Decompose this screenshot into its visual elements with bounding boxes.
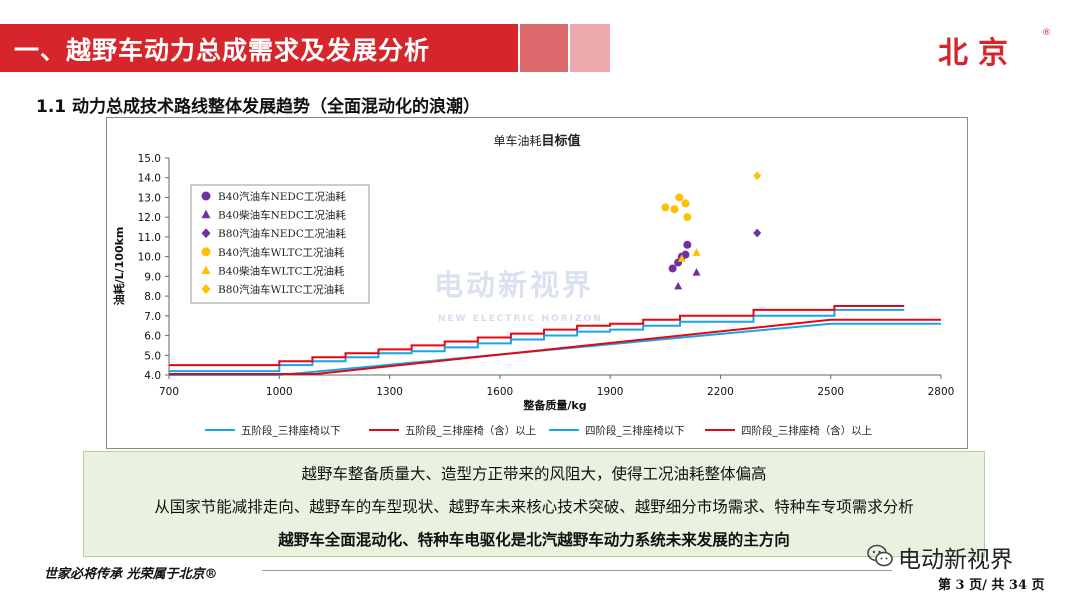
registered-mark: ® — [1042, 28, 1051, 38]
data-point — [753, 171, 762, 181]
x-tick-label: 1000 — [266, 386, 293, 398]
legend-marker — [201, 228, 211, 239]
x-tick-label: 2800 — [928, 386, 955, 398]
beijing-logo: 北京 — [938, 36, 1018, 71]
x-tick-label: 1600 — [486, 386, 513, 398]
wechat-icon — [867, 544, 893, 567]
legend-marker — [201, 209, 211, 219]
legend-marker — [201, 284, 211, 294]
data-point — [692, 248, 701, 256]
legend-marker — [201, 247, 211, 257]
section-title: 1.1 动力总成技术路线整体发展趋势（全面混动化的浪潮） — [36, 97, 481, 117]
y-tick-label: 15.0 — [138, 153, 161, 165]
legend-line-label: 四阶段_三排座椅以下 — [585, 424, 685, 437]
data-point — [681, 250, 690, 259]
page-number: 第 3 页/ 共 34 页 — [938, 578, 1045, 593]
fuel-consumption-chart: 单车油耗目标值 4.0 5.0 6.0 7.0 8.0 9.0 10.0 11.0 12.0 13.… — [112, 133, 955, 437]
y-tick-label: 8.0 — [144, 291, 161, 303]
data-point — [668, 264, 677, 273]
series-line — [169, 305, 905, 367]
chart-container: 单车油耗目标值 4.0 5.0 6.0 7.0 8.0 9.0 10.0 11.0 12.0 13.… — [106, 117, 968, 449]
summary-line-3: 越野车全面混动化、特种车电驱化是北汽越野车动力系统未来发展的主方向 — [278, 531, 790, 549]
legend-marker — [201, 265, 211, 274]
footer-slogan: 世家必将传承 光荣属于北京® — [44, 567, 218, 582]
data-point — [675, 193, 684, 202]
y-tick-label: 11.0 — [138, 232, 161, 244]
header-bar — [0, 24, 518, 72]
x-tick-label: 2200 — [707, 386, 734, 398]
legend-label: B40汽油车NEDC工况油耗 — [218, 190, 346, 203]
legend-label: B80汽油车WLTC工况油耗 — [218, 283, 345, 296]
summary-box: 越野车整备质量大、造型方正带来的风阻大，使得工况油耗整体偏高 从国家节能减排走向… — [83, 451, 985, 557]
y-axis-label: 油耗/L/100km — [112, 227, 126, 306]
data-point — [683, 213, 692, 222]
data-point — [753, 228, 762, 238]
y-tick-label: 14.0 — [138, 173, 161, 185]
chart-title: 单车油耗目标值 — [493, 133, 580, 149]
x-axis-label: 整备质量/kg — [522, 398, 586, 412]
watermark-subtext: NEW ELECTRIC HORIZON — [438, 314, 603, 324]
legend-line-label: 五阶段_三排座椅（含）以上 — [405, 424, 536, 437]
y-tick-label: 12.0 — [138, 212, 161, 224]
page-title: 一、越野车动力总成需求及发展分析 — [14, 36, 431, 65]
legend-marker — [201, 191, 211, 201]
footer-divider — [262, 570, 892, 571]
x-tick-label: 2500 — [817, 386, 844, 398]
legend-line-label: 四阶段_三排座椅（含）以上 — [741, 424, 872, 437]
legend-line-label: 五阶段_三排座椅以下 — [241, 424, 341, 437]
summary-line-1: 越野车整备质量大、造型方正带来的风阻大，使得工况油耗整体偏高 — [301, 465, 767, 483]
y-tick-label: 5.0 — [144, 350, 161, 362]
x-tick-label: 1900 — [597, 386, 624, 398]
y-tick-label: 13.0 — [138, 192, 161, 204]
data-point — [683, 240, 692, 249]
data-point — [681, 199, 690, 208]
data-point — [661, 203, 670, 212]
y-tick-label: 7.0 — [144, 311, 161, 323]
data-point — [677, 254, 686, 262]
legend-label: B40汽油车WLTC工况油耗 — [218, 246, 345, 259]
legend-label: B40柴油车NEDC工况油耗 — [218, 209, 346, 222]
data-point — [670, 205, 679, 214]
x-tick-label: 700 — [159, 386, 179, 398]
header-stripe-dark — [520, 24, 568, 72]
y-tick-label: 10.0 — [138, 252, 161, 264]
x-tick-label: 1300 — [376, 386, 403, 398]
y-tick-label: 9.0 — [144, 271, 161, 283]
summary-line-2: 从国家节能减排走向、越野车的车型现状、越野车未来核心技术突破、越野细分市场需求、… — [154, 498, 914, 516]
legend-box — [190, 184, 370, 304]
legend-label: B40柴油车WLTC工况油耗 — [218, 264, 345, 277]
y-tick-label: 4.0 — [144, 370, 161, 382]
legend-label: B80汽油车NEDC工况油耗 — [218, 227, 346, 240]
y-tick-label: 6.0 — [144, 331, 161, 343]
series-line — [169, 318, 941, 375]
brand-name: 电动新视界 — [898, 547, 1013, 573]
header-stripe-light — [570, 24, 610, 72]
watermark-text: 电动新视界 — [434, 268, 595, 302]
data-point — [674, 281, 683, 290]
data-point — [692, 268, 701, 276]
series-line — [169, 308, 905, 373]
